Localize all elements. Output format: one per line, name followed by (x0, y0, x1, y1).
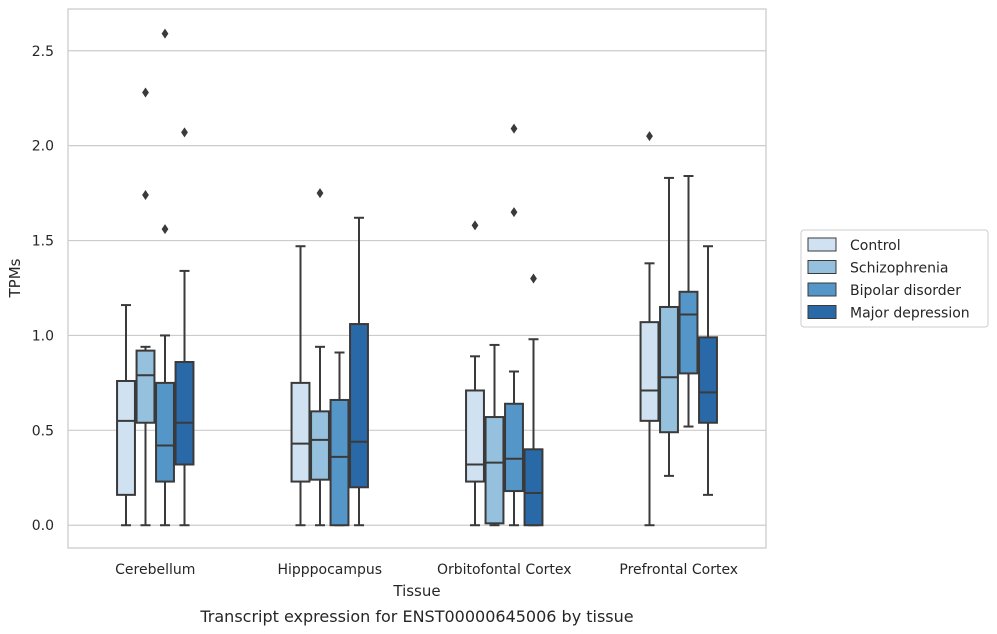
x-tick-label: Orbitofontal Cortex (437, 562, 572, 578)
legend-frame (800, 229, 989, 328)
box (659, 305, 679, 434)
y-tick-label: 2.5 (32, 44, 54, 60)
box (116, 379, 136, 496)
box (484, 416, 505, 525)
box (290, 381, 311, 483)
box (504, 402, 524, 493)
outlier-point (142, 189, 149, 200)
y-tick-label: 0.0 (32, 518, 54, 534)
outlier-point (161, 224, 169, 235)
x-tick-label: Prefrontal Cortex (619, 562, 738, 578)
box (329, 398, 350, 527)
x-tick-label: Hipppocampus (277, 562, 382, 578)
outlier-point (530, 273, 537, 284)
box-plot-group (174, 127, 195, 527)
outlier-point (181, 127, 188, 138)
box (523, 448, 544, 527)
box (310, 410, 330, 481)
outlier-point (510, 207, 518, 218)
box-plot-group (639, 131, 660, 527)
chart-caption: Transcript expression for ENST0000064500… (199, 607, 633, 626)
y-tick-label: 2.0 (32, 139, 54, 155)
x-axis-label: Tissue (392, 582, 440, 600)
legend-swatch (807, 237, 837, 252)
x-tick-label: Cerebellum (115, 562, 195, 578)
box-plot-group (659, 176, 679, 477)
box-plot-group (678, 175, 699, 428)
box (155, 381, 175, 483)
box (135, 349, 156, 424)
box (349, 323, 369, 489)
box-plot-group (523, 273, 544, 527)
box-plot-group (329, 351, 350, 527)
y-tick-label: 0.5 (32, 423, 54, 439)
x-axis-ticks: Cerebellum Hipppocampus Orbitofontal Corte… (115, 562, 738, 578)
legend-label: Schizophrenia (850, 261, 948, 277)
box (639, 321, 660, 422)
y-axis-ticks: 0.0 0.5 1.0 1.5 2.0 2.5 (32, 44, 54, 534)
box-plot-group (698, 245, 718, 496)
outlier-point (142, 87, 149, 98)
box-plot-group (155, 28, 175, 527)
legend: Control Schizophrenia Bipolar disorder Majo… (800, 229, 989, 328)
box (174, 361, 195, 466)
box-plot-group (504, 123, 524, 527)
box (698, 336, 718, 424)
outlier-point (316, 188, 324, 199)
legend-swatch (807, 282, 837, 297)
legend-label: Bipolar disorder (850, 283, 961, 299)
outlier-point (161, 28, 169, 39)
outlier-point (510, 123, 518, 134)
box-plot-group (290, 245, 311, 527)
box-plot-area (116, 28, 718, 527)
outlier-point (646, 131, 653, 142)
legend-label: Major depression (850, 306, 970, 322)
legend-label: Control (850, 238, 901, 254)
y-tick-label: 1.5 (32, 234, 54, 250)
box (678, 290, 699, 375)
box-plot-group (349, 216, 369, 527)
box-plot-group (484, 343, 505, 527)
y-tick-label: 1.0 (32, 328, 54, 344)
box-plot-group (135, 87, 156, 527)
legend-swatch (807, 260, 837, 274)
outlier-point (471, 220, 479, 231)
y-axis-label: TPMs (6, 258, 24, 298)
box-plot-group (310, 188, 330, 527)
box (465, 389, 485, 483)
box-plot-group (465, 220, 485, 527)
plot-frame (67, 8, 767, 549)
legend-swatch (807, 305, 837, 319)
box-plot-group (116, 304, 136, 527)
